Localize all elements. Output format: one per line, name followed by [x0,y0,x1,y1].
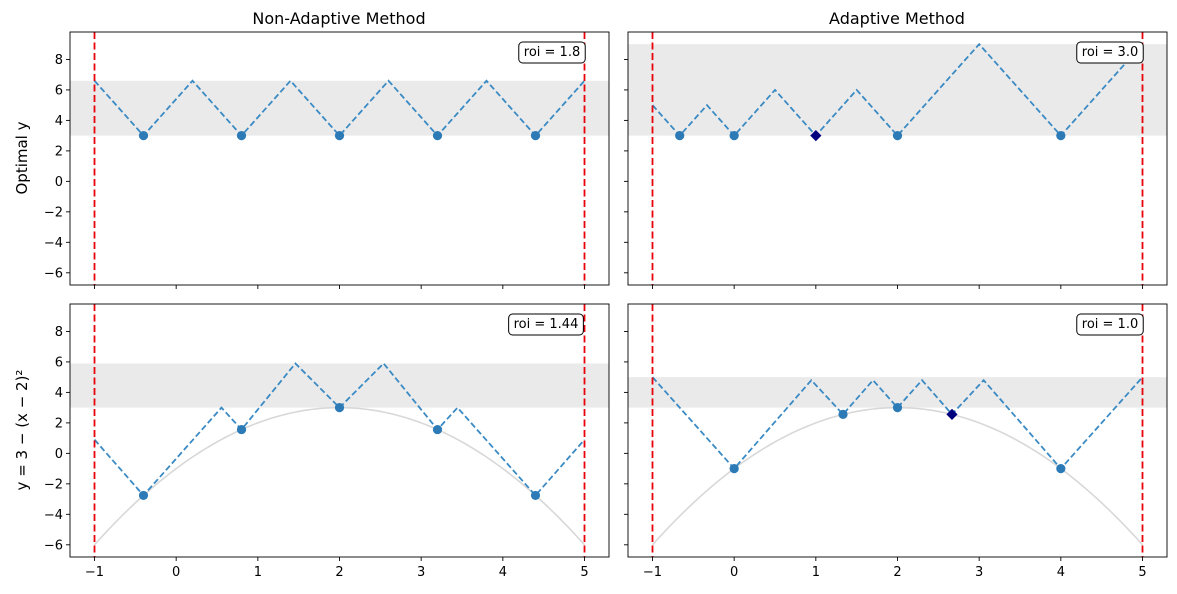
y-tick-label: −4 [44,508,63,523]
sample-point [432,424,443,435]
roi-label-box [1076,313,1144,336]
y-tick-label: 0 [55,175,63,190]
axes-frame [627,303,1168,558]
axes-frame [69,303,610,558]
x-tick-label: 5 [580,565,588,580]
true-function-curve [651,406,1144,546]
panel-bottom-right: −1 0 1 2 3 4 5 roi = 1.0 [624,303,1168,580]
x-tick-label: 0 [730,565,738,580]
y-tick-label: 6 [55,355,63,370]
y-tick-label: −2 [44,205,63,220]
sample-point [334,131,345,141]
y-tick-label: 2 [55,416,63,431]
sample-point [334,403,345,413]
sample-point [530,490,541,501]
y-tick-label: 4 [55,114,63,129]
roi-label-box [508,313,584,336]
plot-area: −1 0 1 2 3 4 5 [624,303,1168,580]
x-tick-label: 4 [499,565,507,580]
x-tick-label: 2 [893,565,901,580]
x-tick-label: −1 [85,565,104,580]
panel-top-left: −6 −4 −2 0 2 4 6 8 Non-Adaptive Method Optimal y… [13,9,610,289]
y-tick-label: 8 [55,53,63,68]
true-function-curve [93,406,586,546]
roi-label-box [518,41,586,64]
roi-label: roi = 1.44 [514,317,579,332]
next-sample-point [946,408,958,420]
sample-point [675,131,685,141]
axes-frame [69,31,610,286]
roi-label: roi = 1.8 [524,45,580,60]
x-tick-label: 5 [1138,565,1146,580]
sample-point [892,131,903,141]
sample-point [838,409,848,419]
x-tick-label: 4 [1057,565,1065,580]
y-tick-label: 4 [55,386,63,401]
x-tick-label: 1 [812,565,820,580]
plot-content [628,304,1167,557]
sample-point [729,464,739,474]
x-tick-label: 2 [335,565,343,580]
sample-point [432,131,443,141]
y-tick-label: 2 [55,144,63,159]
plot-content [70,32,609,285]
x-tick-label: 1 [254,565,262,580]
roi-band [70,363,609,408]
roi-band [70,80,609,136]
plot-area [624,31,1168,289]
y-tick-label: 0 [55,447,63,462]
envelope-line [651,376,1144,470]
sample-point [138,131,149,141]
y-tick-label: 6 [55,83,63,98]
x-tick-label: 3 [417,565,425,580]
panel-top-right: Adaptive Method roi = 3.0 [624,9,1168,289]
roi-label-box [1076,41,1144,64]
y-tick-label: −6 [44,538,63,553]
sample-point [1056,131,1066,141]
y-tick-label: −6 [44,266,63,281]
sample-point [729,131,739,141]
plot-content [70,304,609,557]
x-tick-label: 0 [172,565,180,580]
sample-point [236,131,247,141]
roi-band [628,377,1167,408]
envelope-line [93,79,586,137]
panel-title: Adaptive Method [829,9,965,28]
y-tick-label: −4 [44,236,63,251]
panel-bottom-left: −1 0 1 2 3 4 5 −6 −4 −2 0 2 4 6 8 y = 3 − (x − 2)² roi… [13,303,610,580]
y-axis-label: y = 3 − (x − 2)² [13,370,31,491]
sample-point [236,424,247,435]
y-tick-label: −2 [44,477,63,492]
plot-area: −1 0 1 2 3 4 5 −6 −4 −2 0 2 4 6 8 [44,303,610,580]
panel-title: Non-Adaptive Method [252,9,425,28]
sample-point [1056,464,1066,474]
plot-area: −6 −4 −2 0 2 4 6 8 [44,31,610,289]
x-tick-label: 3 [975,565,983,580]
y-axis-label: Optimal y [13,121,31,194]
sample-point [138,490,149,501]
plot-content [628,32,1167,285]
sample-point [530,131,541,141]
next-sample-point [810,130,822,142]
x-tick-label: −1 [643,565,662,580]
roi-label: roi = 3.0 [1082,45,1138,60]
y-tick-label: 8 [55,325,63,340]
roi-label: roi = 1.0 [1082,317,1138,332]
sample-point [892,403,903,413]
